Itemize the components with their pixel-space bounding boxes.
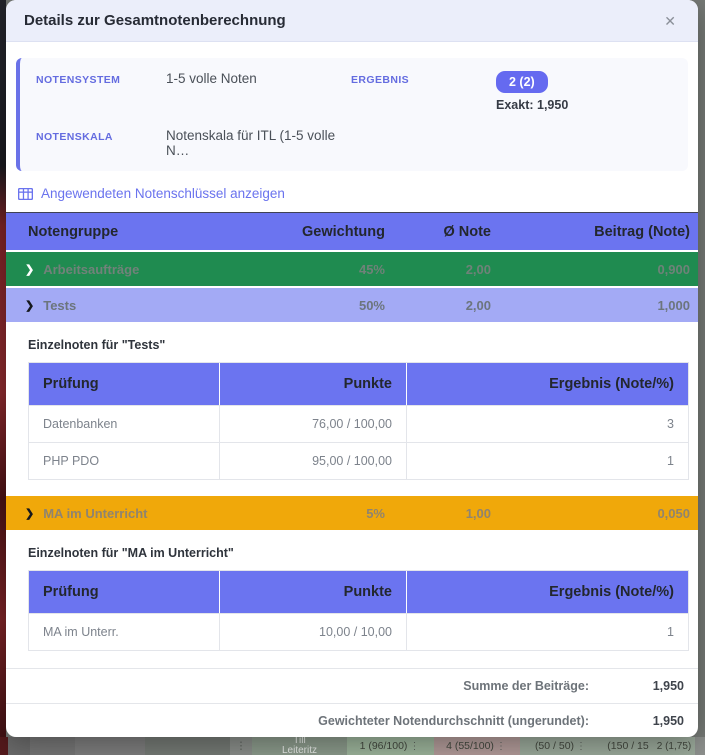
summary-value: 1,950: [652, 679, 684, 693]
show-grading-key-link[interactable]: Angewendeten Notenschlüssel anzeigen: [18, 186, 285, 201]
kebab-menu-icon[interactable]: ⋮: [230, 737, 252, 755]
table-row: MA im Unterr. 10,00 / 10,00 1: [29, 613, 688, 650]
ergebnis-label: ERGEBNIS: [351, 74, 410, 86]
grade-cell: 4 (55/100) ⋮: [434, 737, 520, 755]
grade-cell: (150 / 15: [603, 737, 653, 755]
exam-result: 1: [406, 614, 688, 650]
column-header-pruefung: Prüfung: [43, 584, 99, 600]
column-header-ergebnis: Ergebnis (Note/%): [406, 363, 688, 405]
tests-detail-table: Prüfung Punkte Ergebnis (Note/%) Datenba…: [28, 362, 689, 480]
background-cell: [30, 737, 75, 755]
exam-points: 10,00 / 10,00: [219, 614, 406, 650]
column-header-note: Ø Note: [443, 223, 491, 240]
exam-name: MA im Unterr.: [43, 625, 119, 639]
student-name-cell: Till Leiteritz: [252, 737, 347, 755]
detail-section-ma-im-unterricht: Einzelnoten für "MA im Unterricht" Prüfu…: [6, 546, 698, 651]
grade-info-card: NOTENSYSTEM 1-5 volle Noten ERGEBNIS 2 (…: [16, 58, 688, 171]
exact-value: Exakt: 1,950: [496, 98, 569, 112]
grade-cell: 1 (96/100) ⋮: [347, 737, 434, 755]
exam-name: Datenbanken: [43, 417, 118, 431]
show-grading-key-label: Angewendeten Notenschlüssel anzeigen: [41, 186, 285, 201]
background-cell: [75, 737, 145, 755]
background-cell: [8, 737, 30, 755]
notensystem-value: 1-5 volle Noten: [166, 71, 257, 86]
grade-cell: (50 / 50) ⋮: [520, 737, 603, 755]
ma-detail-table: Prüfung Punkte Ergebnis (Note/%) MA im U…: [28, 570, 689, 651]
detail-table-header: Prüfung Punkte Ergebnis (Note/%): [29, 571, 688, 613]
group-weight: 5%: [366, 505, 385, 521]
close-icon[interactable]: ✕: [660, 10, 680, 32]
grade-cell: 2 (1,75): [653, 737, 695, 755]
group-average: 2,00: [465, 261, 491, 277]
detail-table-header: Prüfung Punkte Ergebnis (Note/%): [29, 363, 688, 405]
grade-groups-table: Notengruppe Gewichtung Ø Note Beitrag (N…: [6, 212, 698, 651]
table-row: PHP PDO 95,00 / 100,00 1: [29, 442, 688, 479]
exam-result: 1: [406, 443, 688, 479]
group-name-label: Tests: [43, 297, 77, 313]
summary-row-sum: Summe der Beiträge: 1,950: [6, 669, 698, 704]
summary-row-average: Gewichteter Notendurchschnitt (ungerunde…: [6, 704, 698, 737]
chevron-right-icon: ❯: [25, 507, 35, 520]
kebab-menu-icon[interactable]: ⋮: [409, 740, 420, 752]
notenskala-label: NOTENSKALA: [36, 131, 113, 143]
chevron-right-icon: ❯: [25, 299, 35, 312]
grade-calculation-modal: Details zur Gesamtnotenberechnung ✕ NOTE…: [6, 0, 698, 737]
column-header-pruefung: Prüfung: [43, 376, 99, 392]
column-header-gewichtung: Gewichtung: [302, 223, 385, 240]
modal-header: Details zur Gesamtnotenberechnung ✕: [6, 0, 698, 42]
ergebnis-result: 2 (2) Exakt: 1,950: [496, 71, 672, 112]
group-row-tests[interactable]: ❯ Tests 50% 2,00 1,000: [6, 288, 698, 322]
group-weight: 45%: [358, 261, 385, 277]
notensystem-label: NOTENSYSTEM: [36, 74, 121, 86]
exam-points: 95,00 / 100,00: [219, 443, 406, 479]
modal-body: NOTENSYSTEM 1-5 volle Noten ERGEBNIS 2 (…: [6, 42, 698, 737]
summary-label: Summe der Beiträge:: [463, 679, 589, 693]
exam-result: 3: [406, 406, 688, 442]
kebab-menu-icon[interactable]: ⋮: [495, 740, 506, 752]
table-grid-icon: [18, 187, 33, 200]
summary-section: Summe der Beiträge: 1,950 Gewichteter No…: [6, 668, 698, 737]
summary-value: 1,950: [652, 714, 684, 728]
background-page-edge: [0, 0, 6, 755]
group-contribution: 0,050: [657, 505, 690, 521]
column-header-punkte: Punkte: [219, 571, 406, 613]
table-row: Datenbanken 76,00 / 100,00 3: [29, 405, 688, 442]
detail-section-tests: Einzelnoten für "Tests" Prüfung Punkte E…: [6, 338, 698, 480]
grade-groups-table-header: Notengruppe Gewichtung Ø Note Beitrag (N…: [6, 213, 698, 250]
group-weight: 50%: [358, 297, 385, 313]
background-table-row: ⋮ Till Leiteritz 1 (96/100) ⋮ 4 (55/100) ⋮…: [0, 737, 705, 755]
detail-section-title: Einzelnoten für "Tests": [28, 338, 166, 352]
group-row-ma-im-unterricht[interactable]: ❯ MA im Unterricht 5% 1,00 0,050: [6, 496, 698, 530]
background-cell: [0, 737, 8, 755]
column-header-ergebnis: Ergebnis (Note/%): [406, 571, 688, 613]
group-average: 1,00: [465, 505, 491, 521]
column-header-punkte: Punkte: [219, 363, 406, 405]
group-contribution: 1,000: [657, 297, 690, 313]
group-name-label: MA im Unterricht: [43, 505, 148, 521]
chevron-right-icon: ❯: [25, 263, 35, 276]
group-row-arbeitsauftraege[interactable]: ❯ Arbeitsaufträge 45% 2,00 0,900: [6, 252, 698, 286]
exam-points: 76,00 / 100,00: [219, 406, 406, 442]
summary-label: Gewichteter Notendurchschnitt (ungerunde…: [318, 714, 589, 728]
group-average: 2,00: [465, 297, 491, 313]
background-cell: [145, 737, 230, 755]
group-contribution: 0,900: [657, 261, 690, 277]
column-header-beitrag: Beitrag (Note): [594, 223, 690, 240]
notenskala-value: Notenskala für ITL (1-5 volle N…: [166, 128, 336, 158]
exam-name: PHP PDO: [43, 454, 100, 468]
kebab-menu-icon[interactable]: ⋮: [576, 740, 587, 752]
modal-title: Details zur Gesamtnotenberechnung: [24, 12, 286, 29]
background-cell: [695, 737, 705, 755]
group-name-label: Arbeitsaufträge: [43, 261, 140, 277]
student-last-name: Leiteritz: [281, 745, 317, 755]
result-badge: 2 (2): [496, 71, 548, 93]
column-header-notengruppe: Notengruppe: [28, 223, 119, 240]
detail-section-title: Einzelnoten für "MA im Unterricht": [28, 546, 234, 560]
student-first-name: Till: [293, 737, 306, 746]
